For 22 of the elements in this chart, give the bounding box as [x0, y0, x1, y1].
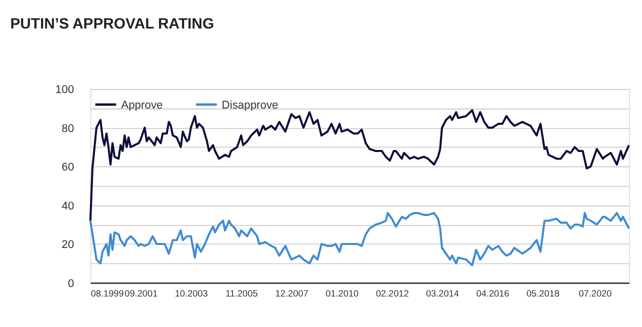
- y-tick-label: 100: [55, 84, 74, 96]
- x-tick-label: 07.2020: [578, 288, 612, 298]
- x-tick-label: 02.2012: [376, 288, 409, 298]
- x-tick-label: 05.2018: [526, 288, 560, 298]
- chart-title: PUTIN’S APPROVAL RATING: [10, 16, 214, 32]
- x-tick-label: 01.2010: [326, 288, 359, 298]
- x-tick-label: 11.2005: [225, 288, 258, 298]
- y-tick-label: 80: [62, 122, 74, 135]
- x-tick-label: 04.2016: [476, 288, 510, 298]
- y-tick-label: 40: [62, 200, 74, 212]
- line-series: [89, 212, 630, 266]
- y-tick-label: 0: [68, 278, 74, 290]
- x-tick-label: 08.1999: [90, 288, 124, 298]
- x-tick-label: 03.2014: [426, 288, 459, 298]
- x-tick-label: 12.2007: [275, 288, 308, 298]
- legend-label: Approve: [121, 99, 163, 112]
- legend-label: Disapprove: [222, 99, 278, 112]
- x-tick-label: 09.2001: [124, 288, 158, 298]
- y-tick-label: 20: [62, 239, 74, 252]
- y-tick-label: 60: [62, 162, 74, 174]
- line-series: [89, 109, 630, 222]
- x-tick-label: 10.2003: [174, 288, 208, 298]
